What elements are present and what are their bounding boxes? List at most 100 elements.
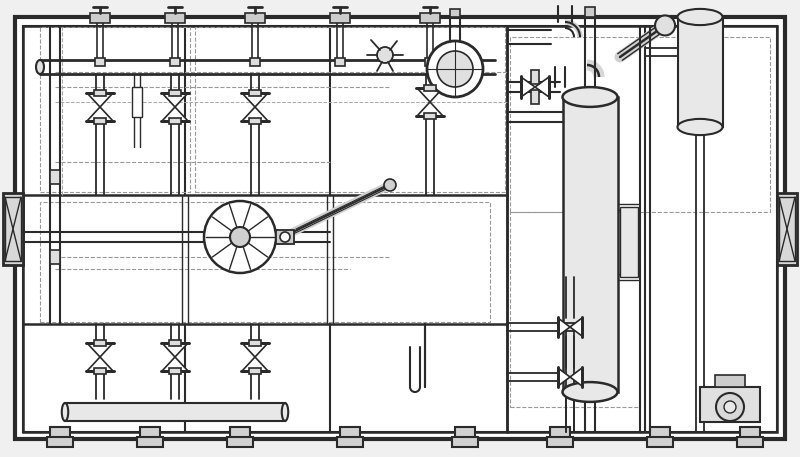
Ellipse shape bbox=[562, 87, 618, 107]
Bar bbox=[424, 113, 436, 119]
Ellipse shape bbox=[678, 119, 722, 135]
Polygon shape bbox=[242, 93, 268, 107]
Bar bbox=[140, 427, 160, 439]
Ellipse shape bbox=[62, 403, 68, 421]
Bar bbox=[249, 340, 261, 346]
Bar bbox=[250, 58, 260, 66]
Bar bbox=[452, 437, 478, 447]
Bar bbox=[249, 118, 261, 124]
Polygon shape bbox=[535, 77, 549, 97]
Bar bbox=[94, 90, 106, 96]
Bar bbox=[510, 212, 640, 407]
Bar bbox=[510, 37, 770, 212]
Bar bbox=[169, 368, 181, 374]
Bar bbox=[425, 58, 435, 66]
Bar bbox=[424, 85, 436, 91]
Bar bbox=[547, 437, 573, 447]
Bar bbox=[23, 26, 777, 432]
Polygon shape bbox=[242, 107, 268, 121]
Bar bbox=[531, 90, 539, 104]
Bar bbox=[50, 170, 60, 184]
Bar bbox=[137, 437, 163, 447]
Bar bbox=[50, 427, 70, 439]
Circle shape bbox=[716, 393, 744, 421]
Bar bbox=[678, 17, 722, 127]
Polygon shape bbox=[162, 357, 188, 371]
Bar bbox=[562, 97, 618, 392]
Bar bbox=[330, 13, 350, 23]
Polygon shape bbox=[558, 318, 570, 336]
Bar bbox=[740, 427, 760, 439]
Ellipse shape bbox=[36, 60, 44, 74]
Bar bbox=[94, 368, 106, 374]
Bar bbox=[65, 403, 285, 421]
Bar bbox=[195, 27, 505, 192]
Bar bbox=[169, 90, 181, 96]
Polygon shape bbox=[87, 343, 113, 357]
Bar bbox=[132, 87, 142, 117]
Bar bbox=[23, 26, 507, 432]
Bar bbox=[715, 375, 745, 387]
Bar bbox=[531, 70, 539, 84]
Polygon shape bbox=[162, 93, 188, 107]
Bar bbox=[420, 13, 440, 23]
Bar bbox=[249, 368, 261, 374]
Polygon shape bbox=[570, 368, 582, 386]
Bar bbox=[47, 437, 73, 447]
Circle shape bbox=[280, 232, 290, 242]
Bar bbox=[276, 230, 294, 244]
Circle shape bbox=[204, 201, 276, 273]
Polygon shape bbox=[162, 107, 188, 121]
Bar bbox=[40, 27, 190, 192]
Polygon shape bbox=[87, 93, 113, 107]
Bar bbox=[249, 90, 261, 96]
Polygon shape bbox=[87, 357, 113, 371]
Bar bbox=[3, 193, 23, 265]
Bar bbox=[777, 193, 797, 265]
Bar bbox=[507, 26, 777, 432]
Polygon shape bbox=[162, 343, 188, 357]
Polygon shape bbox=[417, 102, 443, 116]
Bar bbox=[737, 437, 763, 447]
Bar bbox=[647, 437, 673, 447]
Polygon shape bbox=[417, 88, 443, 102]
Bar bbox=[585, 7, 595, 17]
Bar bbox=[550, 427, 570, 439]
Polygon shape bbox=[87, 107, 113, 121]
Bar bbox=[335, 58, 345, 66]
Polygon shape bbox=[558, 368, 570, 386]
Bar bbox=[650, 427, 670, 439]
Bar bbox=[50, 250, 60, 264]
Bar bbox=[779, 197, 795, 261]
Ellipse shape bbox=[562, 382, 618, 402]
Bar bbox=[455, 427, 475, 439]
Bar bbox=[165, 13, 185, 23]
Circle shape bbox=[655, 16, 675, 36]
Polygon shape bbox=[521, 77, 535, 97]
Ellipse shape bbox=[282, 403, 288, 421]
Circle shape bbox=[377, 47, 393, 63]
Polygon shape bbox=[242, 343, 268, 357]
Circle shape bbox=[437, 51, 473, 87]
Bar bbox=[337, 437, 363, 447]
Bar bbox=[230, 427, 250, 439]
Bar bbox=[450, 9, 460, 17]
Ellipse shape bbox=[678, 9, 722, 25]
Circle shape bbox=[427, 41, 483, 97]
Polygon shape bbox=[570, 318, 582, 336]
Bar bbox=[169, 118, 181, 124]
Bar bbox=[169, 340, 181, 346]
Bar bbox=[227, 437, 253, 447]
Polygon shape bbox=[242, 357, 268, 371]
Circle shape bbox=[724, 401, 736, 413]
Circle shape bbox=[384, 179, 396, 191]
Bar bbox=[700, 387, 760, 422]
Bar bbox=[5, 197, 21, 261]
Bar bbox=[170, 58, 180, 66]
Bar bbox=[619, 207, 638, 277]
Bar bbox=[94, 340, 106, 346]
Bar bbox=[245, 13, 265, 23]
Bar bbox=[94, 118, 106, 124]
Bar bbox=[340, 427, 360, 439]
Bar bbox=[90, 13, 110, 23]
